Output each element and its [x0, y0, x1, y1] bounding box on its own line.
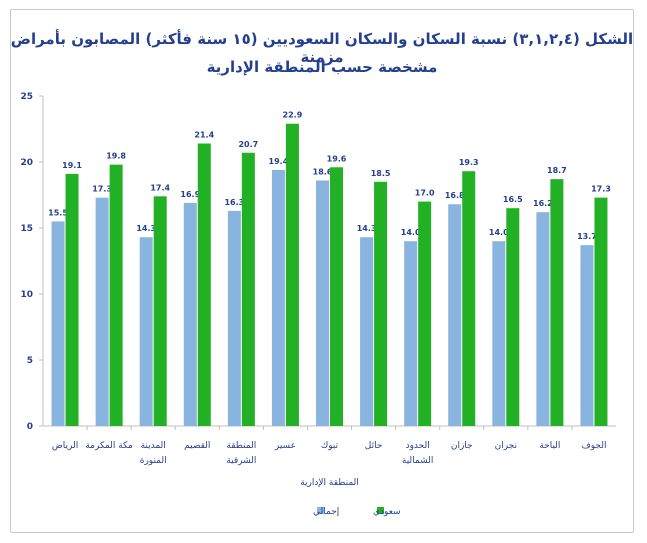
data-label: 16.3: [224, 198, 244, 207]
bar-saudi: [109, 164, 123, 426]
bar-total: [316, 180, 329, 426]
y-tick-label: 25: [20, 92, 33, 102]
bar-saudi: [197, 143, 211, 426]
x-tick-label: الجوف: [581, 441, 606, 451]
bar-saudi: [374, 181, 388, 426]
data-label: 19.1: [62, 161, 82, 170]
bar-saudi: [330, 167, 343, 426]
data-label: 18.7: [547, 166, 567, 175]
bar-saudi: [550, 179, 564, 426]
legend-total-swatch: [317, 507, 324, 514]
bar-saudi: [241, 152, 255, 426]
data-label: 17.0: [415, 189, 435, 198]
data-label: 17.3: [92, 185, 112, 194]
data-label: 19.4: [269, 157, 289, 166]
bar-total: [492, 241, 506, 426]
x-tick-label: الشرقية: [226, 456, 256, 466]
y-tick-label: 5: [27, 356, 33, 366]
data-label: 17.4: [150, 183, 170, 192]
x-tick-label: المدينة: [141, 441, 166, 451]
bar-saudi: [506, 208, 520, 426]
data-label: 19.3: [459, 158, 479, 167]
legend-saudi-swatch: [377, 507, 384, 514]
x-tick-label: المنطقة: [226, 441, 256, 451]
data-label: 16.5: [503, 195, 523, 204]
bar-saudi: [285, 123, 299, 426]
y-tick-label: 15: [20, 224, 33, 234]
data-label: 17.3: [591, 185, 611, 194]
legend-saudi-label: سعودي: [373, 507, 401, 517]
chart-title: الشكل (٣,١,٢,٤) نسبة السكان والسكان السع…: [10, 30, 634, 66]
y-tick-label: 20: [20, 158, 33, 168]
bar-saudi: [65, 173, 79, 426]
data-label: 19.6: [327, 154, 347, 163]
x-tick-label: عسير: [274, 441, 296, 451]
bar-total: [95, 197, 109, 426]
bar-total: [404, 241, 418, 426]
data-label: 16.9: [180, 190, 200, 199]
bar-saudi: [462, 171, 476, 426]
bar-saudi: [418, 201, 432, 426]
data-label: 14.3: [357, 224, 377, 233]
y-tick-label: 0: [27, 422, 33, 432]
x-tick-label: الشمالية: [402, 456, 434, 466]
chart-subtitle: مشخصة حسب المنطقة الإدارية: [206, 58, 438, 76]
data-label: 22.9: [283, 111, 303, 120]
x-tick-label: الباحة: [539, 441, 560, 451]
data-label: 16.8: [445, 191, 465, 200]
x-tick-label: جازان: [451, 441, 473, 451]
bar-total: [271, 169, 285, 427]
x-tick-label: المنورة: [140, 456, 167, 466]
x-tick-label: مكة المكرمة: [85, 441, 133, 451]
data-label: 14.3: [136, 224, 156, 233]
data-label: 20.7: [238, 140, 258, 149]
data-label: 21.4: [194, 131, 214, 140]
x-tick-label: نجران: [495, 441, 517, 451]
x-axis-title: المنطقة الإدارية: [300, 478, 359, 488]
y-tick-label: 10: [20, 290, 33, 300]
x-tick-label: تبوك: [321, 441, 339, 451]
bar-total: [139, 237, 153, 426]
bar-total: [183, 202, 197, 426]
bar-total: [536, 212, 550, 426]
data-label: 18.5: [371, 169, 391, 178]
data-label: 14.0: [489, 228, 509, 237]
bar-total: [360, 237, 374, 426]
data-label: 18.6: [313, 167, 333, 176]
bar-total: [580, 245, 594, 426]
legend-total-label: إجمالي: [313, 507, 339, 517]
data-label: 14.0: [401, 228, 421, 237]
bar-total: [448, 204, 462, 426]
x-tick-label: الرياض: [52, 441, 78, 451]
x-tick-label: الحدود: [406, 441, 430, 451]
bar-total: [51, 221, 65, 426]
bar-total: [227, 210, 241, 426]
data-label: 16.2: [533, 199, 553, 208]
bar-saudi: [153, 196, 167, 426]
x-tick-label: حائل: [365, 441, 383, 451]
data-label: 19.8: [106, 152, 126, 161]
data-label: 13.7: [577, 232, 597, 241]
bar-saudi: [594, 197, 608, 426]
data-label: 15.5: [48, 208, 68, 217]
x-tick-label: القصيم: [184, 441, 210, 451]
